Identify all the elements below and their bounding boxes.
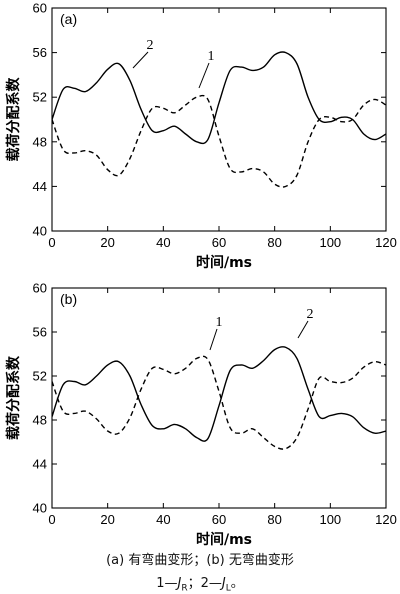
annotation-leader-2 [132,51,149,69]
curve-annotation-1: 1 [208,49,215,64]
caption-separator: ；2— [187,576,222,591]
y-tick-label: 56 [33,45,47,60]
x-tick-label: 0 [48,235,55,250]
x-tick-label: 0 [48,512,55,527]
panel-label: (b) [60,291,77,307]
figure-legend-caption: 1—JR；2—JL。 [0,572,400,594]
x-tick-label: 60 [212,512,226,527]
series-line-1 [52,94,386,188]
series-line-2 [52,51,386,145]
y-tick-label: 40 [33,224,47,239]
x-axis-label: 时间/ms [196,254,252,271]
y-axis-label: 载荷分配系数 [5,77,22,162]
y-tick-label: 56 [33,325,47,340]
series-line-1 [52,355,386,450]
annotation-leader-1 [198,62,210,89]
x-tick-label: 60 [212,235,226,250]
y-tick-label: 40 [33,501,47,516]
chart-panel-b: 0 20 40 60 80 100 120 40 44 48 52 56 60 (b) 时间/ms 载荷分配系… [5,281,397,549]
caption-subscript-l: L [225,583,231,594]
x-tick-label: 40 [156,512,170,527]
y-tick-label: 52 [33,90,47,105]
series-line-2 [52,346,386,442]
y-tick-label: 48 [33,413,47,428]
caption-symbol-j-r: J [177,576,182,591]
x-tick-label: 80 [267,512,281,527]
y-tick-label: 60 [33,281,47,296]
caption-prefix-1: 1— [156,576,178,591]
x-tick-label: 120 [375,512,397,527]
x-tick-label: 20 [100,512,114,527]
curve-annotation-1: 1 [216,315,223,330]
chart-panel-a: 0 20 40 60 80 100 120 40 44 48 52 56 60 (a) 时间/ms 载荷分配系… [5,1,397,272]
panel-label: (a) [60,11,77,27]
annotation-leader-2 [297,320,309,339]
caption-symbol-j-l: J [221,576,226,591]
y-tick-label: 52 [33,369,47,384]
y-tick-label: 48 [33,134,47,149]
caption-subscript-r: R [181,583,188,594]
figure: 0 20 40 60 80 100 120404448525660(a)时间/ms载荷分配系… [5,1,397,549]
curve-annotation-2: 2 [307,307,314,322]
x-tick-label: 100 [319,235,341,250]
x-axis-label: 时间/ms [196,531,252,548]
y-tick-label: 44 [33,457,47,472]
x-tick-label: 40 [156,235,170,250]
y-axis-label: 载荷分配系数 [5,355,22,440]
x-tick-label: 20 [100,235,114,250]
y-tick-label: 44 [33,179,47,194]
y-tick-label: 60 [33,1,47,16]
annotation-leader-1 [209,328,218,351]
curve-annotation-2: 2 [147,38,154,53]
x-tick-label: 100 [319,512,341,527]
x-tick-label: 80 [267,235,281,250]
x-tick-label: 120 [375,235,397,250]
figure-caption: (a) 有弯曲变形；(b) 无弯曲变形 [106,553,294,568]
caption-end: 。 [230,576,244,591]
